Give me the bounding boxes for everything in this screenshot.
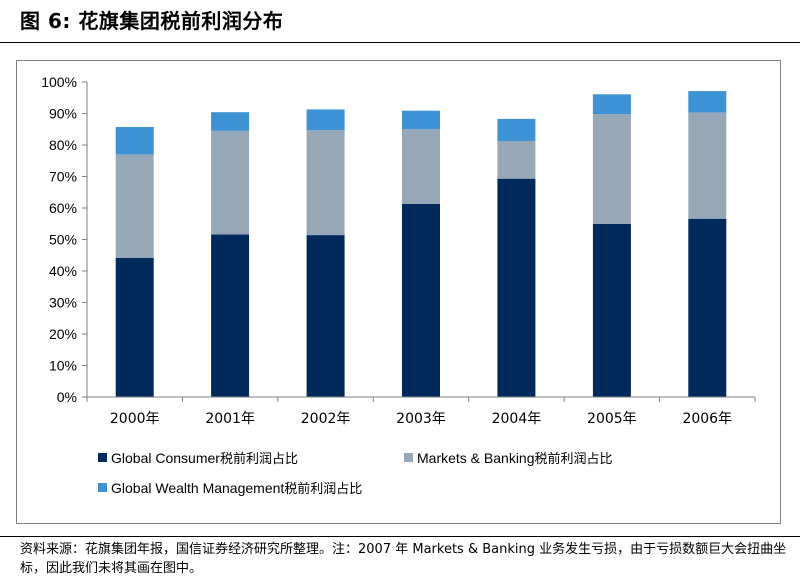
x-tick-label: 2006年	[682, 411, 732, 427]
bar-segment-2-6	[592, 114, 631, 224]
bar-segment-3-1	[115, 127, 154, 155]
x-tick-label: 2000年	[110, 411, 160, 427]
x-tick-label: 2001年	[205, 411, 255, 427]
legend-swatch-global-wealth-management	[98, 483, 107, 492]
bar-segment-3-5	[497, 118, 536, 141]
bar-segment-3-2	[211, 112, 250, 131]
y-tick-label: 20%	[49, 326, 77, 342]
legend-suffix: 税前利润占比	[534, 452, 613, 467]
x-tick-label: 2003年	[396, 411, 446, 427]
legend-label: Markets & Banking	[417, 449, 535, 466]
legend-label: Global Consumer	[111, 449, 220, 466]
y-tick-label: 80%	[49, 137, 77, 153]
bar-segment-2-7	[688, 112, 727, 219]
bar-segment-3-7	[688, 91, 727, 113]
x-tick-label: 2004年	[492, 411, 542, 427]
y-tick-label: 70%	[49, 169, 77, 185]
y-tick-labels: 0% 10% 20% 30% 40% 50% 60% 70% 80% 90% 100%	[41, 74, 77, 405]
bar-segment-2-4	[402, 129, 440, 204]
chart-frame	[16, 60, 781, 524]
x-tick-label: 2002年	[301, 411, 351, 427]
legend-item-markets-banking: Markets & Banking 税前利润占比	[404, 448, 613, 467]
y-tick-label: 50%	[49, 232, 77, 248]
y-tick-label: 0%	[57, 389, 77, 405]
source-note: 资料来源：花旗集团年报，国信证券经济研究所整理。注：2007 年 Markets…	[20, 542, 787, 576]
bar-segment-1-4	[402, 203, 440, 397]
bar-segment-2-2	[211, 130, 250, 235]
bar-segment-1-7	[688, 218, 727, 397]
legend-label: Global Wealth Management	[111, 479, 285, 496]
y-tick-label: 100%	[41, 74, 77, 90]
legend-swatch-global-consumer	[98, 453, 107, 462]
legend-suffix: 税前利润占比	[219, 452, 298, 467]
bars-group	[115, 91, 727, 398]
bar-segment-3-6	[592, 94, 631, 115]
legend-item-global-consumer: Global Consumer 税前利润占比	[98, 448, 298, 467]
bar-segment-2-3	[306, 130, 345, 236]
legend-suffix: 税前利润占比	[284, 482, 363, 497]
y-tick-label: 40%	[49, 263, 77, 279]
y-tick-label: 60%	[49, 200, 77, 216]
bar-segment-2-5	[497, 140, 536, 179]
title-rule	[0, 42, 800, 43]
x-tick-label: 2005年	[587, 411, 637, 427]
bar-segment-1-6	[592, 223, 631, 398]
y-tick-label: 30%	[49, 295, 77, 311]
y-tick-label: 90%	[49, 106, 77, 122]
bar-segment-2-1	[115, 154, 154, 258]
legend-item-global-wealth-management: Global Wealth Management 税前利润占比	[98, 478, 362, 497]
bar-segment-3-3	[306, 109, 345, 131]
bar-segment-3-4	[402, 110, 440, 130]
axes-group	[82, 81, 756, 402]
y-tick-label: 10%	[49, 358, 77, 374]
bar-segment-1-5	[497, 178, 536, 397]
figure-title: 图 6: 花旗集团税前利润分布	[20, 9, 284, 33]
x-tick-labels: 2000年 2001年 2002年 2003年 2004年 2005年 2006年	[110, 411, 732, 427]
bar-segment-1-2	[211, 234, 250, 397]
bar-segment-1-3	[306, 235, 345, 397]
legend-swatch-markets-banking	[404, 453, 413, 462]
source-rule	[0, 536, 800, 537]
bar-segment-1-1	[115, 257, 154, 397]
